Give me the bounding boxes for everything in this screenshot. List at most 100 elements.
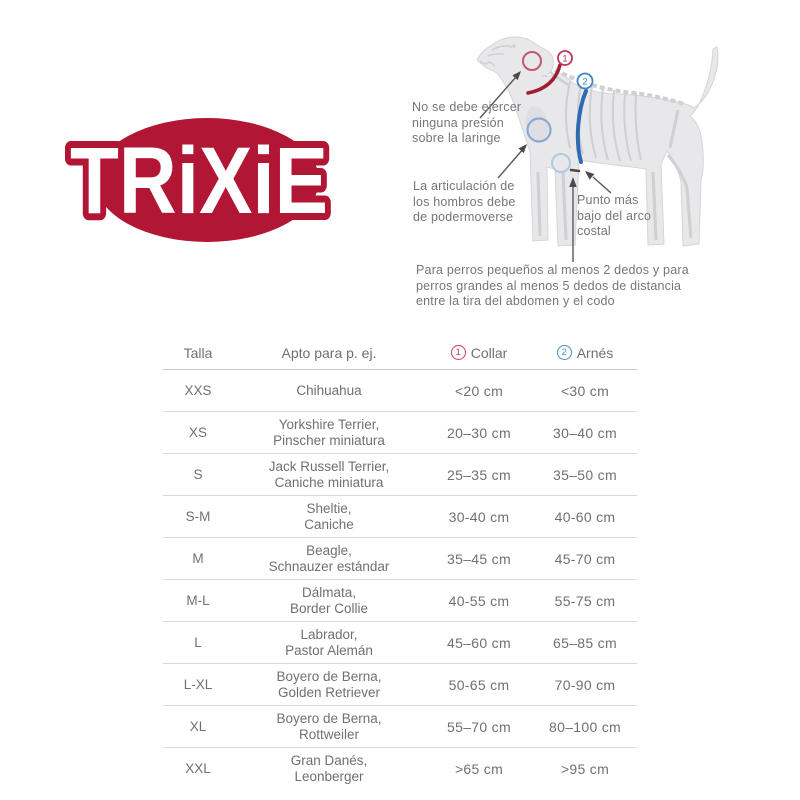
collar-cell: 25–35 cm <box>447 466 511 483</box>
harness-cell: 55-75 cm <box>554 592 616 609</box>
size-cell: XXS <box>184 382 212 398</box>
breed-cell: Boyero de Berna, Rottweiler <box>233 711 425 743</box>
logo-ellipse <box>95 118 319 242</box>
annotation-line: entre la tira del abdomen y el codo <box>416 294 615 308</box>
breed-cell: Beagle, Schnauzer estándar <box>233 543 425 575</box>
size-cell: S <box>193 466 203 482</box>
breed-line: Caniche miniatura <box>274 474 384 490</box>
size-cell: M <box>192 550 204 566</box>
table-row: XS Yorkshire Terrier, Pinscher miniatura… <box>163 412 637 454</box>
logo-text: TRiXiE <box>70 128 328 234</box>
breed-cell: Gran Danés, Leonberger <box>233 753 425 785</box>
size-cell: M-L <box>186 592 210 608</box>
header-size: Talla <box>183 344 213 361</box>
table-row: S Jack Russell Terrier, Caniche miniatur… <box>163 454 637 496</box>
fingers-dash-mark <box>569 168 581 173</box>
size-cell: XL <box>189 718 207 734</box>
annotation-line: perros grandes al menos 5 dedos de dista… <box>416 278 682 293</box>
annotation-line: costal <box>577 224 611 238</box>
collar-cell: 20–30 cm <box>447 424 511 441</box>
size-cell: XXL <box>185 760 211 776</box>
breed-line: Gran Danés, <box>290 752 368 768</box>
breed-line: Beagle, <box>306 542 352 558</box>
collar-cell: >65 cm <box>454 760 504 777</box>
breed-line: Golden Retriever <box>277 684 381 700</box>
header-suitable: Apto para p. ej. <box>281 344 377 361</box>
size-cell: XS <box>188 424 207 440</box>
harness-cell: 30–40 cm <box>553 424 617 441</box>
size-cell: L <box>194 634 202 650</box>
breed-line: Boyero de Berna, <box>276 668 382 684</box>
collar-cell: 35–45 cm <box>447 550 511 567</box>
breed-cell: Sheltie, Caniche <box>233 501 425 533</box>
elbow-circle <box>551 153 571 173</box>
table-header-row: Talla Apto para p. ej. 1 Collar 2 Arnés <box>163 336 637 370</box>
header-harness: 2 Arnés <box>533 345 637 361</box>
annotation-arrows <box>479 71 612 262</box>
harness-cell: 65–85 cm <box>553 634 617 651</box>
shoulder-circle <box>526 117 552 143</box>
table-row: L Labrador, Pastor Alemán 45–60 cm 65–85… <box>163 622 637 664</box>
annotation-line: No se debe ejercer <box>412 100 522 114</box>
header-collar-label: Collar <box>470 344 508 361</box>
breed-line: Pinscher miniatura <box>273 432 385 448</box>
harness-line <box>575 89 588 164</box>
breed-cell: Jack Russell Terrier, Caniche miniatura <box>233 459 425 491</box>
harness-cell: >95 cm <box>560 760 610 777</box>
harness-cell: 80–100 cm <box>549 718 621 735</box>
annotation-line: La articulación de <box>413 179 515 193</box>
trixie-logo: TRiXiE <box>63 118 335 242</box>
breed-cell: Chihuahua <box>233 383 425 399</box>
header-harness-label: Arnés <box>576 344 614 361</box>
table-row: L-XL Boyero de Berna, Golden Retriever 5… <box>163 664 637 706</box>
table-row: S-M Sheltie, Caniche 30-40 cm 40-60 cm <box>163 496 637 538</box>
collar-cell: 50-65 cm <box>448 676 510 693</box>
annotation-larynx: No se debe ejercer ninguna presión sobre… <box>412 100 521 147</box>
collar-cell: 30-40 cm <box>448 508 510 525</box>
annotation-fingers-distance: Para perros pequeños al menos 2 dedos y … <box>416 263 689 310</box>
table-row: XXS Chihuahua <20 cm <30 cm <box>163 370 637 412</box>
breed-line: Chihuahua <box>296 382 362 398</box>
breed-line: Rottweiler <box>298 726 360 742</box>
header-collar: 1 Collar <box>425 345 533 361</box>
dog-skeleton <box>479 44 693 241</box>
annotation-line: Para perros pequeños al menos 2 dedos y … <box>416 263 689 277</box>
collar-cell: 45–60 cm <box>447 634 511 651</box>
harness-cell: 70-90 cm <box>554 676 616 693</box>
breed-line: Leonberger <box>294 768 364 784</box>
dog-diagram: 1 2 <box>476 36 719 262</box>
size-table: Talla Apto para p. ej. 1 Collar 2 Arnés … <box>163 336 637 789</box>
annotation-line: ninguna presión <box>412 115 504 130</box>
annotation-line: Punto más <box>577 193 639 207</box>
collar-number-badge: 1 <box>450 345 466 360</box>
annotation-ribcage: Punto más bajo del arco costal <box>577 193 651 240</box>
annotation-line: bajo del arco <box>577 208 652 223</box>
collar-line <box>526 63 562 95</box>
breed-line: Sheltie, <box>306 500 352 516</box>
harness-cell: 35–50 cm <box>553 466 617 483</box>
breed-cell: Yorkshire Terrier, Pinscher miniatura <box>233 417 425 449</box>
svg-text:1: 1 <box>562 54 567 65</box>
size-cell: S-M <box>185 508 211 524</box>
breed-line: Pastor Alemán <box>285 642 373 658</box>
breed-cell: Labrador, Pastor Alemán <box>233 627 425 659</box>
larynx-circle <box>522 51 542 71</box>
collar-cell: 40-55 cm <box>448 592 510 609</box>
harness-cell: <30 cm <box>560 382 610 399</box>
collar-cell: <20 cm <box>454 382 504 399</box>
annotation-line: sobre la laringe <box>412 131 501 145</box>
breed-line: Yorkshire Terrier, <box>278 416 380 432</box>
harness-cell: 45-70 cm <box>554 550 616 567</box>
annotation-shoulder: La articulación de los hombros debe de p… <box>413 179 516 226</box>
breed-line: Labrador, <box>300 626 358 642</box>
breed-line: Dálmata, <box>301 584 357 600</box>
harness-number-badge: 2 <box>556 345 572 360</box>
breed-cell: Boyero de Berna, Golden Retriever <box>233 669 425 701</box>
table-row: XXL Gran Danés, Leonberger >65 cm >95 cm <box>163 748 637 789</box>
harness-cell: 40-60 cm <box>554 508 616 525</box>
breed-line: Caniche <box>304 516 354 532</box>
table-row: M Beagle, Schnauzer estándar 35–45 cm 45… <box>163 538 637 580</box>
collar-badge: 1 <box>557 50 573 66</box>
harness-badge: 2 <box>576 72 594 90</box>
